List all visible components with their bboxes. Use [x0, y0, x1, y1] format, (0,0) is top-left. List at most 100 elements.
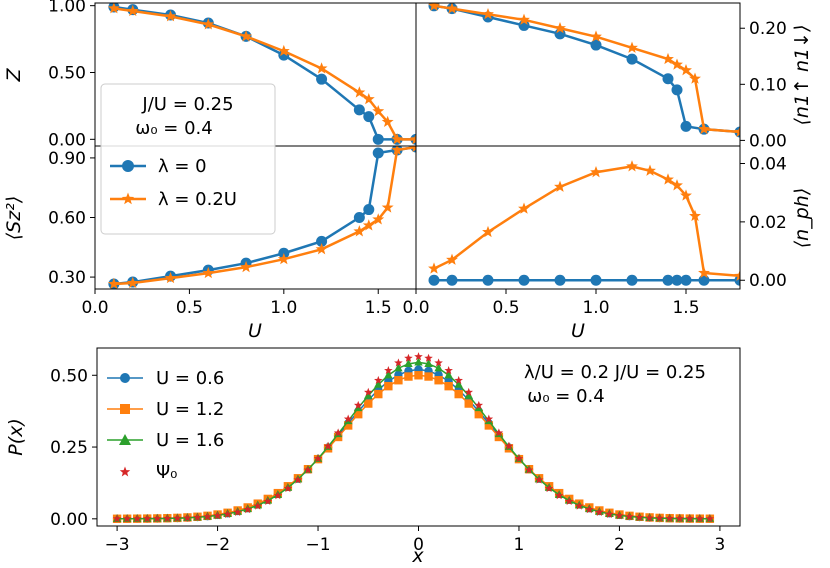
px-series-3-point [424, 353, 433, 362]
n_ph-series-0-point [698, 274, 710, 286]
legend-marker-u12 [120, 404, 130, 414]
legend-bottom: U = 0.6 U = 1.2 U = 1.6 Ψ₀ [107, 368, 224, 483]
px-series-3-point [163, 513, 172, 523]
px-series-3-point [554, 491, 564, 500]
px-series-3-point [605, 509, 614, 518]
n_ph-series-1-point [482, 225, 494, 238]
Z-series-1-point [202, 18, 215, 30]
legend-label-u12: U = 1.2 [156, 399, 224, 420]
px-series-2-point [454, 379, 463, 388]
px-series-3-point [353, 400, 363, 409]
n_ph-series-0-point [662, 274, 674, 286]
ytick-label: 0.60 [48, 209, 86, 229]
n_ph-series-0-point [590, 274, 602, 286]
Sz2-series-0-point [316, 235, 328, 247]
px-series-3-point [132, 514, 142, 523]
px-series-1-point [474, 409, 483, 419]
px-series-2-point [434, 363, 443, 372]
px-series-3-point [444, 365, 453, 375]
px-series-3-point [333, 428, 343, 437]
ytick-label: 0.50 [50, 366, 88, 386]
px-series-2-point [464, 390, 473, 399]
Z-series-0-point [372, 133, 384, 145]
Sz2-series-1-point [411, 146, 416, 153]
Z-series-1-point [410, 133, 416, 145]
ytick-label: 0.25 [50, 438, 88, 458]
xtick-label: 1.0 [270, 298, 297, 318]
px-series-1-point [454, 389, 463, 399]
Z-series-1-point [240, 30, 252, 42]
n_ph-series-1-point [518, 202, 530, 214]
ytick-label: 0.90 [48, 149, 86, 169]
px-series-3-point [544, 483, 554, 493]
px-series-2-point [424, 359, 433, 367]
xtick-label: −1 [306, 535, 331, 555]
n_ph-series-1-point [554, 180, 566, 192]
ytick-label: 0.10 [749, 75, 787, 95]
n_ph-series-1-point [644, 164, 656, 176]
px-series-1-point [343, 421, 353, 430]
legend-title-ratio: J/U = 0.25 [141, 94, 233, 115]
px-series-3-point [263, 496, 273, 506]
ytick-label: 0.30 [48, 268, 86, 288]
px-series-3-point [384, 365, 393, 375]
px-series-3-point [363, 387, 373, 396]
px-series-3-point [374, 375, 383, 385]
px-series-2-point [374, 379, 383, 388]
xtick-label: 2 [614, 535, 625, 555]
z-ylabel: Z [3, 68, 25, 83]
px-series-3-point [153, 514, 162, 523]
ytick-label: 0.00 [50, 510, 88, 530]
Z-series-1-point [362, 92, 375, 105]
n_ph-series-1-point [689, 209, 701, 222]
px-series-3-point [504, 441, 514, 450]
px-series-3-point [665, 513, 674, 523]
ytick-label: 0.20 [749, 19, 787, 39]
n_double-series-0-point [626, 53, 638, 65]
px-series-2-point [414, 357, 423, 366]
Z-series-1-point [391, 133, 404, 145]
Z-series-1-point [353, 86, 366, 98]
n_ph-series-0-point [626, 274, 638, 286]
Z-series-0-point [363, 111, 375, 123]
n_ph-series-1-point [590, 166, 602, 178]
ytick-label: 0.04 [749, 155, 787, 175]
px-ylabel: P(x) [5, 418, 27, 456]
xtick-label: −2 [205, 535, 230, 555]
xtick-label: 0.0 [81, 298, 108, 318]
legend-marker-lambda02 [121, 192, 135, 205]
Sz2-series-1-point [107, 277, 120, 289]
px-annotation-params: λ/U = 0.2 J/U = 0.25 [524, 362, 706, 383]
xtick-label: 1.0 [582, 298, 609, 318]
px-series-3-point [203, 512, 212, 521]
legend-top-box [100, 83, 276, 235]
Sz2-series-1-point [381, 201, 394, 213]
px-series-3-point [494, 428, 504, 437]
px-series-3-point [343, 414, 353, 423]
ytick-label: 0.02 [749, 213, 787, 233]
ytick-label: 0.00 [749, 131, 787, 151]
Sz2-series-0-point [353, 212, 365, 223]
xtick-label: 1.5 [365, 298, 392, 318]
px-series-1-point [434, 376, 443, 385]
px-series-3-point [574, 501, 584, 510]
Z-series-1-point [277, 44, 290, 57]
xtick-label: 0.5 [176, 298, 203, 318]
px-series-3-point [122, 514, 132, 523]
px-series-3-point [464, 387, 474, 396]
px-series-3-point [223, 509, 232, 518]
Z-series-1-point [372, 105, 385, 117]
xtick-label: 1.5 [672, 298, 699, 318]
px-series-1-point [374, 389, 383, 399]
px-series-3-point [454, 375, 463, 385]
px-series-1-point [384, 381, 393, 391]
Sz2-series-0-point [372, 147, 384, 159]
px-series-3-point [484, 414, 494, 423]
n_ph-series-1-point [671, 179, 683, 191]
px-series-3-point [173, 513, 182, 522]
Z-series-1-point [381, 115, 394, 127]
n_ph-series-0-point [428, 274, 440, 286]
Sz2-series-1-point [372, 213, 385, 225]
n_double-series-1-point [698, 122, 710, 135]
n_double-series-0-point [680, 120, 692, 132]
